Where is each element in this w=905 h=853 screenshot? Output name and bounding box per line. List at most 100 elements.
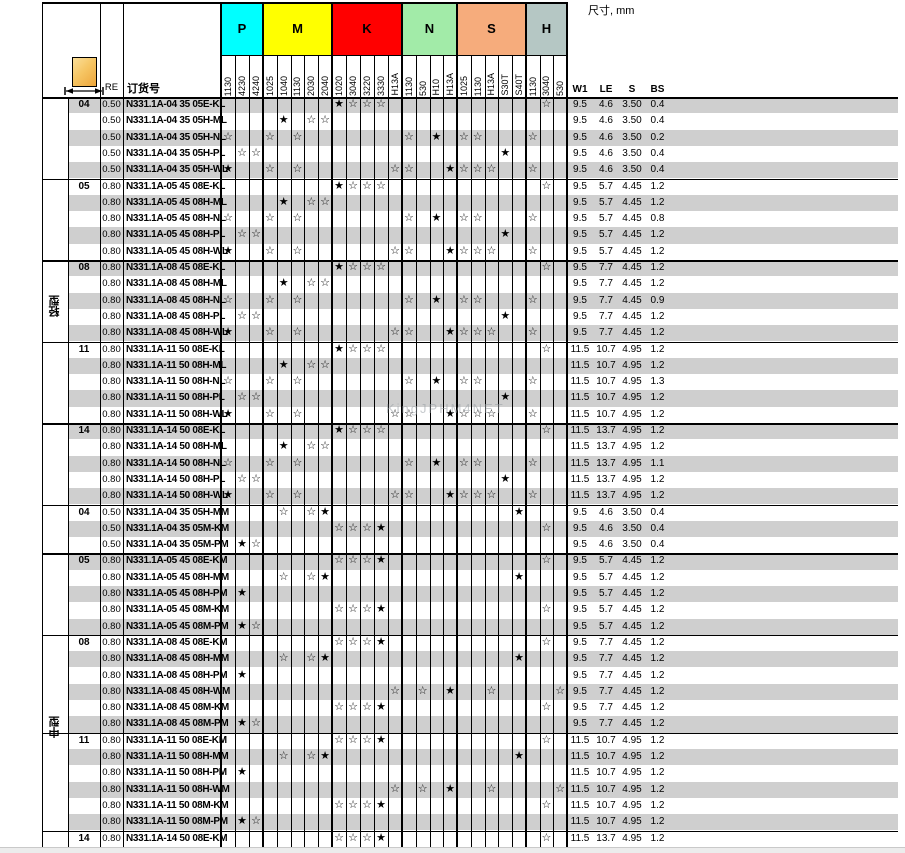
bs-value-cell: 0.2 <box>650 131 665 143</box>
star-filled: ★ <box>500 472 511 485</box>
star-filled: ★ <box>376 798 386 811</box>
dim-value-cell: 4.45 <box>622 262 642 273</box>
dim-value-cell: 9.5 <box>573 245 587 257</box>
re-cell: 0.80 <box>102 636 121 648</box>
star-outline: ☆ <box>486 489 497 502</box>
dim-value-cell: 11.5 <box>570 359 590 371</box>
star-outline: ☆ <box>403 489 414 502</box>
re-cell: 0.80 <box>102 718 121 730</box>
bs-value-cell: 1.2 <box>650 245 665 257</box>
star-outline: ☆ <box>527 130 538 143</box>
dim-value-cell: 13.7 <box>596 490 616 502</box>
bs-value-cell: 1.2 <box>650 441 665 453</box>
order-number-cell: N331.1A-08 45 08H-WM <box>126 685 231 697</box>
table-row-stripe <box>68 129 898 146</box>
star-outline: ☆ <box>264 489 275 502</box>
order-number-cell: N331.1A-08 45 08H-PL <box>126 310 226 322</box>
section-border <box>220 2 222 847</box>
order-number-cell: N331.1A-04 35 05H-PL <box>126 147 226 159</box>
re-cell: 0.80 <box>102 588 121 599</box>
order-number-cell: N331.1A-05 45 08H-WL <box>126 245 228 257</box>
grade-label-text: S30T <box>500 74 511 96</box>
grade-label-text: 530 <box>417 80 428 96</box>
dim-value-cell: 10.7 <box>596 408 616 420</box>
grade-col-border <box>276 55 278 847</box>
dim-value-cell: 4.95 <box>622 799 642 811</box>
dim-value-cell: 11.5 <box>570 799 590 811</box>
star-filled: ★ <box>237 766 247 779</box>
dim-value-cell: 4.45 <box>622 180 642 192</box>
dim-value-cell: 4.95 <box>622 359 642 371</box>
grade-label-text: H10 <box>431 79 442 96</box>
star-outline: ☆ <box>306 440 317 453</box>
star-outline: ☆ <box>278 750 289 762</box>
star-outline: ☆ <box>376 424 386 436</box>
bs-value-cell: 1.2 <box>650 196 665 208</box>
dim-value-cell: 11.5 <box>570 816 590 828</box>
dim-value-cell: 11.5 <box>570 392 590 404</box>
star-outline: ☆ <box>223 293 233 306</box>
star-outline: ☆ <box>472 293 483 306</box>
watermark: KingJPHM4NET <box>386 401 505 416</box>
dim-value-cell: 4.95 <box>622 751 642 762</box>
dim-value-cell: 4.95 <box>622 441 642 453</box>
insert-shape-icon <box>72 57 97 87</box>
dim-value-cell: 10.7 <box>596 751 616 762</box>
bs-value-cell: 1.2 <box>650 718 665 730</box>
star-outline: ☆ <box>541 603 552 616</box>
dim-value-cell: 4.95 <box>622 457 642 469</box>
bs-value-cell: 0.4 <box>650 99 665 110</box>
grade-col-border <box>346 55 347 847</box>
star-filled: ★ <box>514 750 525 762</box>
star-outline: ☆ <box>306 277 317 290</box>
star-outline: ☆ <box>541 701 552 714</box>
grade-label-text: 1130 <box>292 76 303 96</box>
grade-column-label: 4230 <box>235 55 249 97</box>
dim-value-cell: 10.7 <box>596 799 616 811</box>
star-outline: ☆ <box>486 407 497 420</box>
grade-column-label: 3040 <box>346 55 360 97</box>
dim-value-cell: 13.7 <box>596 441 616 453</box>
star-outline: ☆ <box>390 782 400 795</box>
star-filled: ★ <box>278 358 289 371</box>
table-top-border <box>42 2 567 4</box>
star-outline: ☆ <box>390 326 400 339</box>
star-outline: ☆ <box>251 619 261 632</box>
star-outline: ☆ <box>555 684 566 697</box>
star-filled: ★ <box>376 831 386 844</box>
re-cell: 0.50 <box>102 131 121 143</box>
dim-value-cell: 9.5 <box>573 327 587 339</box>
grade-label-text: 1130 <box>403 76 414 96</box>
section-border <box>262 2 264 847</box>
table-row-stripe <box>68 455 898 472</box>
star-outline: ☆ <box>362 554 372 567</box>
dim-value-cell: 11.5 <box>570 490 590 502</box>
dim-value-cell: 5.7 <box>599 588 613 599</box>
order-number-cell: N331.1A-05 45 08H-NL <box>126 213 226 225</box>
star-outline: ☆ <box>403 407 414 420</box>
section-label: 中型 <box>42 705 68 749</box>
order-number-cell: N331.1A-08 45 08M-PM <box>126 718 229 730</box>
order-number-cell: N331.1A-11 50 08H-NL <box>126 376 226 388</box>
header-bottom-border <box>42 97 898 99</box>
order-number-cell: N331.1A-05 45 08H-ML <box>126 196 227 208</box>
grade-column-label: 3220 <box>360 55 374 97</box>
dim-value-cell: 10.7 <box>596 734 616 746</box>
re-cell: 0.80 <box>102 620 121 632</box>
star-outline: ☆ <box>320 277 331 290</box>
bs-value-cell: 0.4 <box>650 506 665 518</box>
grade-column-label: S30T <box>498 55 512 97</box>
order-number-cell: N331.1A-05 45 08M-PM <box>126 620 229 632</box>
star-outline: ☆ <box>237 391 247 404</box>
dim-column-header-s: S <box>628 84 636 95</box>
star-outline: ☆ <box>264 407 275 420</box>
star-filled: ★ <box>514 570 525 583</box>
dim-value-cell: 11.5 <box>570 457 590 469</box>
bs-value-cell: 1.2 <box>650 408 665 420</box>
grade-col-border <box>318 55 320 847</box>
star-outline: ☆ <box>362 521 372 534</box>
star-outline: ☆ <box>458 244 469 257</box>
star-filled: ★ <box>500 309 511 322</box>
order-number-cell: N331.1A-04 35 05E-KL <box>126 99 226 110</box>
star-outline: ☆ <box>541 733 552 746</box>
